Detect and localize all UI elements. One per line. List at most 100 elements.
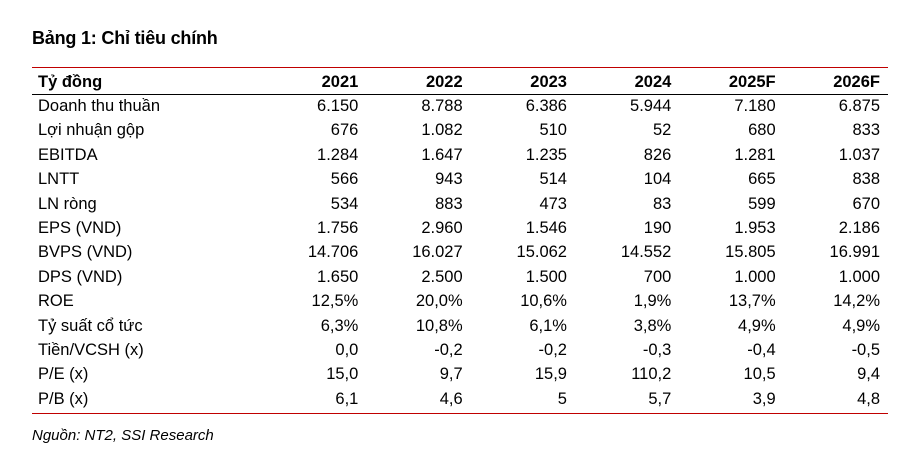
table-cell: 104: [643, 170, 672, 189]
table-cell: 6.875: [838, 97, 880, 115]
table-cell: 2.960: [421, 219, 463, 238]
row-label: EPS (VND): [38, 219, 122, 238]
row-label: Tiền/VCSH (x): [38, 341, 144, 360]
row-label: LNTT: [38, 170, 80, 189]
table-cell: -0,4: [747, 341, 776, 360]
table-row: Tỷ suất cổ tức 6,3% 10,8% 6,1% 3,8% 4,9% 4,9%: [32, 314, 888, 338]
table-cell: -0,2: [538, 341, 567, 360]
table-cell: 1.082: [421, 121, 463, 140]
table-cell: 833: [852, 121, 880, 140]
table-cell: 1.000: [838, 267, 880, 286]
table-cell: 10,5: [743, 365, 776, 384]
table-cell: 15,9: [534, 365, 567, 384]
table-cell: 1.281: [734, 145, 776, 164]
row-label: P/B (x): [38, 389, 89, 408]
table-cell: 83: [652, 194, 672, 213]
table-row: DPS (VND) 1.650 2.500 1.500 700 1.000 1.000: [32, 265, 888, 289]
table-cell: 1.284: [317, 145, 359, 164]
column-header-2021: 2021: [321, 73, 359, 91]
table-cell: 1.953: [734, 219, 776, 238]
table-cell: 9,7: [439, 365, 463, 384]
column-header-2022: 2022: [425, 73, 463, 91]
table-cell: 4,9%: [738, 316, 776, 335]
table-cell: 6.386: [525, 97, 567, 115]
table-row: P/E (x) 15,0 9,7 15,9 110,2 10,5 9,4: [32, 362, 888, 386]
table-cell: 665: [748, 170, 776, 189]
column-header-2025f: 2025F: [728, 73, 776, 91]
table-cell: 5,7: [648, 389, 672, 408]
column-header-unit: Tỷ đồng: [38, 73, 103, 91]
table-row: P/B (x) 6,1 4,6 5 5,7 3,9 4,8: [32, 387, 888, 411]
table-cell: 670: [852, 194, 880, 213]
row-label: BVPS (VND): [38, 243, 133, 262]
row-label: ROE: [38, 292, 74, 311]
table-cell: 5: [557, 389, 567, 408]
table-cell: 4,8: [857, 389, 880, 408]
table-row: ROE 12,5% 20,0% 10,6% 1,9% 13,7% 14,2%: [32, 289, 888, 313]
column-header-2023: 2023: [530, 73, 567, 91]
table-cell: -0,2: [434, 341, 463, 360]
table-cell: 1.546: [525, 219, 567, 238]
table-cell: -0,3: [642, 341, 672, 360]
table-cell: 6,1: [335, 389, 359, 408]
row-label: Tỷ suất cổ tức: [38, 316, 143, 335]
table-cell: 680: [748, 121, 776, 140]
table-cell: 7.180: [734, 97, 776, 115]
source-note: Nguồn: NT2, SSI Research: [32, 427, 214, 444]
table-cell: 700: [643, 267, 672, 286]
table-cell: 14.706: [307, 243, 359, 262]
table-cell: 6,1%: [529, 316, 567, 335]
header-rule: [32, 94, 888, 95]
table-row: EPS (VND) 1.756 2.960 1.546 190 1.953 2.186: [32, 216, 888, 240]
table-cell: 0,0: [335, 341, 359, 360]
row-label: LN ròng: [38, 194, 97, 213]
row-label: EBITDA: [38, 145, 98, 164]
table-cell: 2.500: [421, 267, 463, 286]
table-row: BVPS (VND) 14.706 16.027 15.062 14.552 15.805…: [32, 240, 888, 264]
row-label: Lợi nhuận gộp: [38, 121, 145, 140]
table-title: Bảng 1: Chỉ tiêu chính: [32, 28, 218, 48]
table-cell: 4,9%: [842, 316, 880, 335]
table-cell: 676: [330, 121, 359, 140]
table-cell: 1.650: [317, 267, 359, 286]
table-cell: 16.027: [412, 243, 463, 262]
table-cell: 10,6%: [520, 292, 567, 311]
top-rule: [32, 67, 888, 68]
column-header-2026f: 2026F: [833, 73, 880, 91]
table-cell: 15.805: [725, 243, 776, 262]
table-row: Tiền/VCSH (x) 0,0 -0,2 -0,2 -0,3 -0,4 -0,5: [32, 338, 888, 362]
table-cell: 14.552: [620, 243, 672, 262]
financial-indicators-table: Tỷ đồng 2021 2022 2023 2024 2025F 2026F …: [32, 71, 888, 411]
table-cell: 6,3%: [320, 316, 359, 335]
table-cell: 15.062: [516, 243, 567, 262]
table-cell: 883: [435, 194, 463, 213]
table-row: LNTT 566 943 514 104 665 838: [32, 167, 888, 191]
row-label: P/E (x): [38, 365, 89, 384]
table-row: LN ròng 534 883 473 83 599 670: [32, 192, 888, 216]
table-cell: 20,0%: [415, 292, 463, 311]
table-cell: -0,5: [851, 341, 880, 360]
table-cell: 3,8%: [633, 316, 672, 335]
column-header-2024: 2024: [634, 73, 672, 91]
table-cell: 566: [330, 170, 359, 189]
table-cell: 838: [852, 170, 880, 189]
table-cell: 3,9: [752, 389, 776, 408]
table-cell: 190: [643, 219, 672, 238]
table-cell: 13,7%: [728, 292, 776, 311]
bottom-rule: [32, 413, 888, 414]
table-cell: 1.235: [525, 145, 567, 164]
table-cell: 1,9%: [633, 292, 672, 311]
table-cell: 16.991: [829, 243, 880, 262]
table-cell: 15,0: [326, 365, 359, 384]
table-cell: 473: [539, 194, 567, 213]
table-cell: 6.150: [317, 97, 359, 115]
header-row: Tỷ đồng 2021 2022 2023 2024 2025F 2026F: [32, 71, 888, 94]
table-row: Lợi nhuận gộp 676 1.082 510 52 680 833: [32, 118, 888, 142]
table-cell: 5.944: [630, 97, 672, 115]
table-cell: 4,6: [439, 389, 463, 408]
table-cell: 599: [748, 194, 776, 213]
table-cell: 52: [652, 121, 672, 140]
table-cell: 10,8%: [415, 316, 463, 335]
table-cell: 1.756: [317, 219, 359, 238]
table-row: Doanh thu thuần 6.150 8.788 6.386 5.944 7.180…: [32, 94, 888, 118]
